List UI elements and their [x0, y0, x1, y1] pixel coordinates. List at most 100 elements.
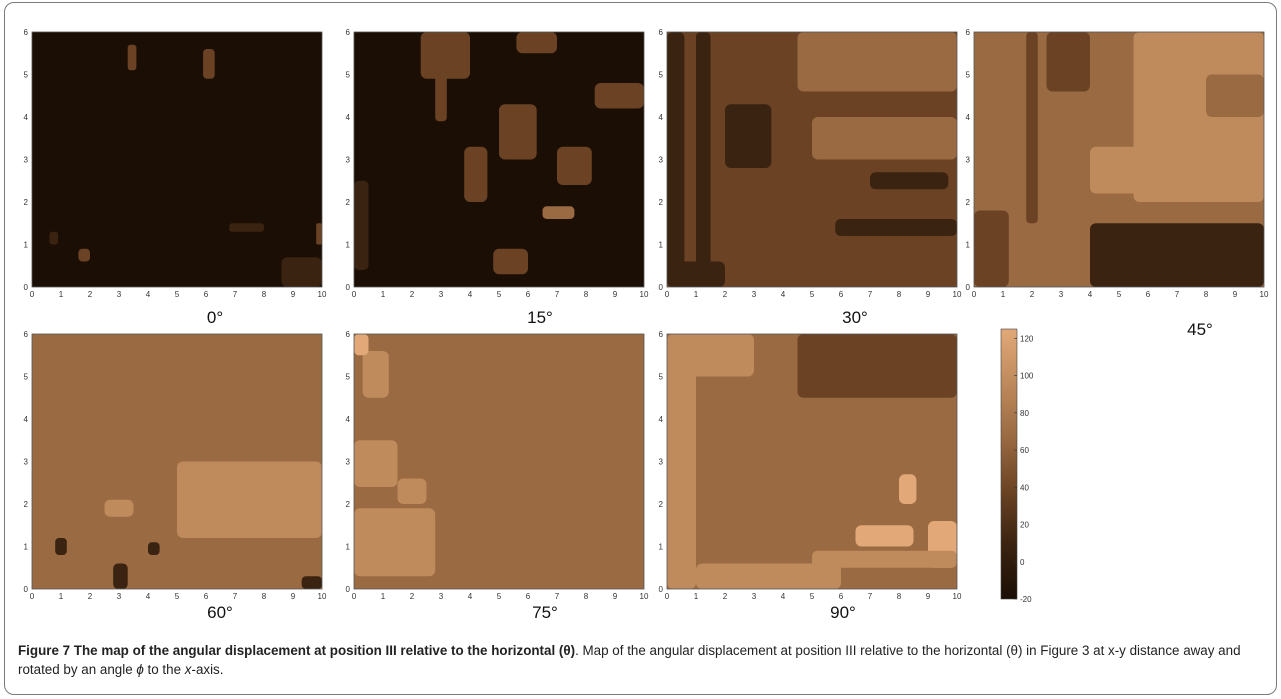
heatmap-2-ytick-1: 1	[659, 241, 664, 250]
heatmap-3-ytick-1: 1	[966, 241, 971, 250]
heatmap-6-xtick-7: 7	[868, 592, 873, 601]
heatmap-4-xtick-0: 0	[30, 592, 35, 601]
heatmap-4-xtick-8: 8	[262, 592, 267, 601]
heatmap-1-ytick-6: 6	[346, 28, 351, 37]
panel-label-0: 0°	[206, 308, 224, 327]
caption-text-c: -axis.	[191, 662, 224, 677]
heatmap-2-region-0	[667, 32, 685, 287]
heatmap-4-ytick-3: 3	[24, 458, 29, 467]
panel-label-2: 30°	[842, 308, 868, 327]
heatmap-1-ytick-5: 5	[346, 71, 351, 80]
heatmap-3-ytick-2: 2	[966, 198, 971, 207]
heatmap-5-xtick-1: 1	[381, 592, 386, 601]
heatmap-2-region-2	[725, 104, 772, 168]
heatmap-1-region-8	[594, 83, 644, 109]
heatmap-3-axes-box	[973, 31, 1265, 288]
heatmap-4-xtick-5: 5	[175, 592, 180, 601]
heatmap-4-ytick-6: 6	[24, 330, 29, 339]
heatmap-6-xtick-1: 1	[694, 592, 699, 601]
heatmap-0-background	[32, 32, 322, 287]
heatmap-0-ytick-2: 2	[24, 198, 29, 207]
heatmap-3-ytick-0: 0	[966, 283, 971, 292]
heatmap-5-region-5	[397, 478, 427, 504]
heatmap-panel-3: 0 1 2 3 4 5 6 7 8 9 10 0 1 2 3 4 5 6 45°	[960, 28, 1280, 339]
heatmap-4-xtick-6: 6	[204, 592, 209, 601]
heatmap-1-region-5	[354, 180, 369, 270]
heatmap-4-xtick-2: 2	[88, 592, 93, 601]
heatmap-2-xtick-9: 9	[926, 290, 931, 299]
heatmap-1-region-2	[464, 146, 488, 202]
heatmap-5-xtick-10: 10	[640, 592, 649, 601]
heatmap-1-region-3	[499, 104, 537, 160]
panel-label-4: 60°	[207, 603, 233, 622]
heatmap-2-xtick-2: 2	[723, 290, 728, 299]
heatmap-2-ytick-3: 3	[659, 156, 664, 165]
caption-sep: .	[575, 643, 583, 658]
heatmap-0-ytick-5: 5	[24, 71, 29, 80]
colorbar-tick-2: 80	[1020, 409, 1029, 418]
heatmap-0-xtick-10: 10	[318, 290, 327, 299]
heatmap-3-xtick-1: 1	[1001, 290, 1006, 299]
heatmap-3-ytick-5: 5	[966, 71, 971, 80]
heatmap-6-axes-box	[666, 333, 958, 590]
figure-caption: Figure 7 The map of the angular displace…	[18, 641, 1268, 679]
heatmap-1-xtick-2: 2	[410, 290, 415, 299]
heatmap-0-region-4	[281, 257, 322, 287]
heatmap-3-xtick-4: 4	[1088, 290, 1093, 299]
heatmap-4-xtick-10: 10	[318, 592, 327, 601]
heatmap-5-xtick-6: 6	[526, 592, 531, 601]
heatmap-5-xtick-3: 3	[439, 592, 444, 601]
heatmap-4-xtick-1: 1	[59, 592, 64, 601]
heatmap-6-region-2	[797, 334, 957, 398]
heatmap-6-xtick-9: 9	[926, 592, 931, 601]
heatmap-4-region-5	[301, 576, 322, 589]
heatmap-4-region-4	[148, 542, 160, 555]
heatmap-5-region-2	[362, 351, 389, 398]
heatmap-3-region-5	[1026, 32, 1038, 224]
heatmap-4-axes-box	[31, 333, 323, 590]
heatmap-0-region-3	[49, 231, 59, 245]
heatmap-1-xtick-10: 10	[640, 290, 649, 299]
heatmap-6-region-3	[899, 474, 917, 504]
heatmap-4-ytick-0: 0	[24, 585, 29, 594]
panel-label-1: 15°	[527, 308, 553, 327]
heatmap-1-region-7	[493, 248, 528, 275]
heatmap-3-ytick-4: 4	[966, 113, 971, 122]
heatmap-0-region-5	[78, 248, 90, 262]
heatmap-4-xtick-4: 4	[146, 592, 151, 601]
heatmap-1-background	[354, 32, 644, 287]
heatmap-3-xtick-0: 0	[972, 290, 977, 299]
colorbar-tick-5: 20	[1020, 521, 1029, 530]
heatmap-3-xtick-2: 2	[1030, 290, 1035, 299]
heatmap-3-xtick-3: 3	[1059, 290, 1064, 299]
heatmap-3-region-2	[1090, 146, 1148, 194]
heatmap-0-svg: 0 1 2 3 4 5 6 7 8 9 10 0 1 2 3 4 5 6	[24, 28, 327, 299]
heatmap-3-xtick-6: 6	[1146, 290, 1151, 299]
heatmap-5-xtick-0: 0	[352, 592, 357, 601]
heatmap-0-ytick-3: 3	[24, 156, 29, 165]
heatmap-4-xtick-7: 7	[233, 592, 238, 601]
heatmap-0-xtick-2: 2	[88, 290, 93, 299]
heatmap-1-xtick-5: 5	[497, 290, 502, 299]
heatmap-2-region-6	[870, 172, 949, 190]
heatmap-5-ytick-0: 0	[346, 585, 351, 594]
colorbar-tick-6: 0	[1020, 558, 1025, 567]
heatmap-0-ytick-1: 1	[24, 241, 29, 250]
heatmap-4-ytick-4: 4	[24, 415, 29, 424]
heatmap-1-xtick-4: 4	[468, 290, 473, 299]
heatmap-0-ytick-6: 6	[24, 28, 29, 37]
heatmap-5-xtick-2: 2	[410, 592, 415, 601]
heatmap-6-ytick-1: 1	[659, 543, 664, 552]
heatmap-1-ytick-0: 0	[346, 283, 351, 292]
heatmap-1-ytick-1: 1	[346, 241, 351, 250]
heatmap-0-ytick-0: 0	[24, 283, 29, 292]
heatmap-2-xtick-0: 0	[665, 290, 670, 299]
caption-phi: ϕ	[136, 662, 144, 677]
heatmap-0-xtick-8: 8	[262, 290, 267, 299]
heatmap-6-region-8	[812, 550, 957, 568]
heatmap-6-xtick-10: 10	[953, 592, 962, 601]
heatmap-3-svg: 0 1 2 3 4 5 6 7 8 9 10 0 1 2 3 4 5 6	[966, 28, 1269, 299]
colorbar-tick-4: 40	[1020, 483, 1029, 492]
heatmap-6-xtick-3: 3	[752, 592, 757, 601]
heatmap-4-ytick-5: 5	[24, 373, 29, 382]
